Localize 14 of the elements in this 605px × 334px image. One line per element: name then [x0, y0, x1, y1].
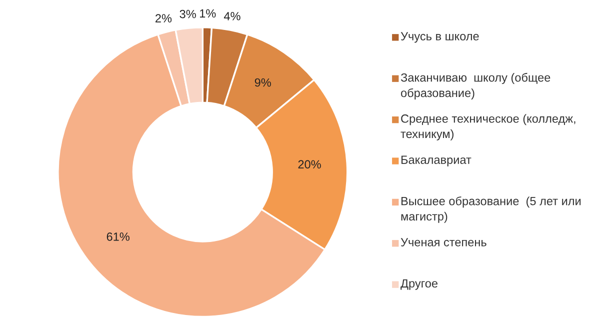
legend-label: Бакалавриат [401, 156, 472, 166]
data-label: 4% [224, 12, 240, 20]
legend-label: Высшее образование (5 лет или магистр) [401, 196, 581, 223]
data-label: 1% [200, 9, 216, 18]
data-label: 9% [254, 78, 271, 87]
data-label: 20% [298, 160, 321, 169]
legend-label: Среднее техническое (колледж, техникум) [400, 114, 576, 140]
legend-label: Другое [400, 279, 438, 290]
legend-label: Заканчиваю школу (общее образование) [400, 72, 550, 100]
data-label: 2% [156, 14, 172, 22]
data-label: 61% [106, 232, 130, 241]
data-label: 3% [180, 10, 196, 18]
legend-label: Учусь в школе [400, 32, 479, 43]
legend-label: Ученая степень [400, 238, 486, 246]
